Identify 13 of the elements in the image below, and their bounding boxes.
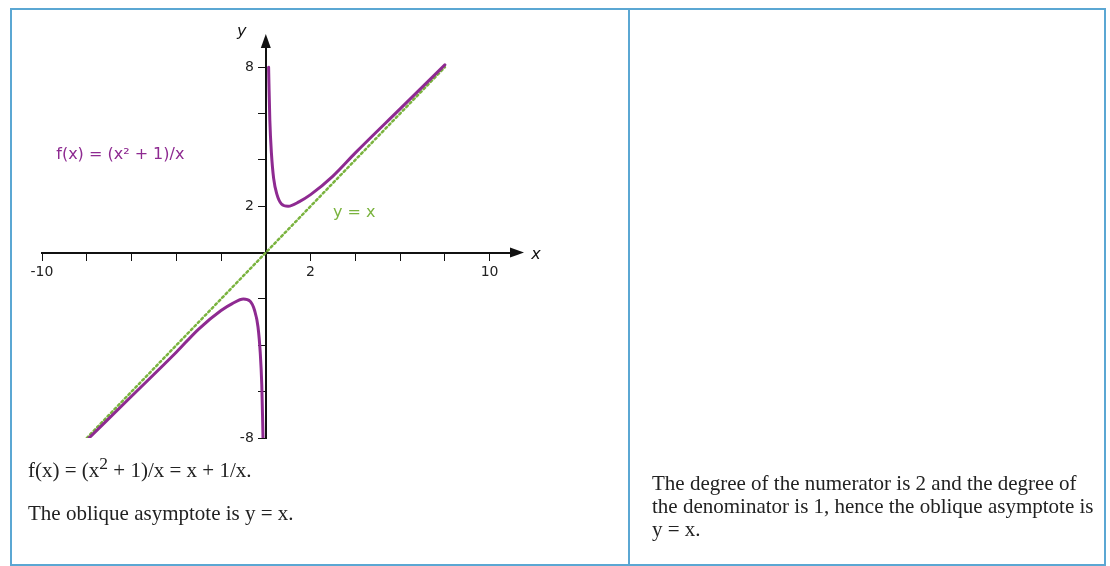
x-tick-label: 2 [306, 262, 316, 279]
y-tick-label: 2 [244, 196, 254, 213]
x-tick-label: -10 [30, 262, 54, 279]
y-axis-title: y [236, 21, 248, 41]
y-tick-label: -8 [239, 428, 254, 445]
text: The oblique asymptote is y = x. [28, 501, 294, 525]
text: The degree of the numerator is 2 and the degree of the denominator is 1, hence the oblique asymptote is y = x. [652, 471, 1095, 541]
y-tick-label: 8 [244, 57, 254, 74]
text: f(x) = (x$^{2}$ + 1)/x = x + 1/x. [28, 452, 252, 482]
text: f(x) = (x² + 1)/x [56, 144, 185, 164]
x-axis-title: x [530, 243, 542, 263]
x-tick-label: 10 [480, 262, 499, 279]
series-label: y = x [332, 202, 376, 222]
